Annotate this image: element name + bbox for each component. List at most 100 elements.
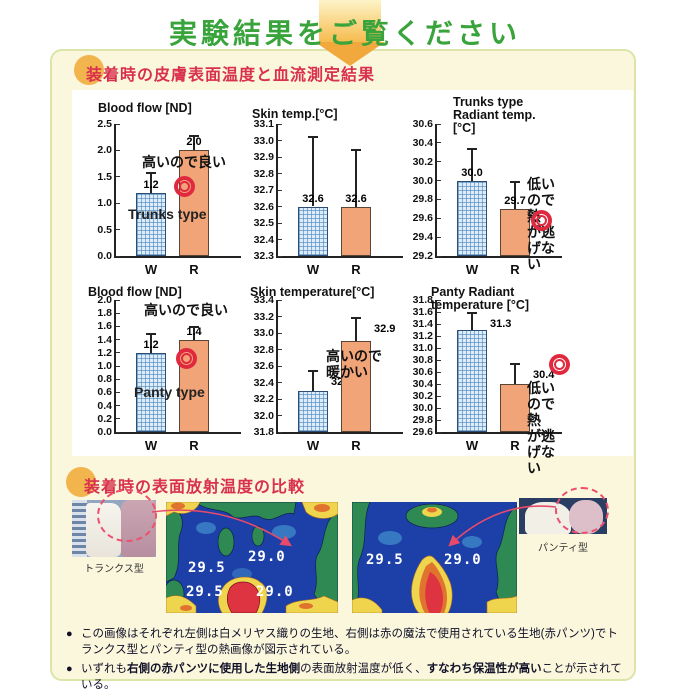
x-category-label: W — [144, 438, 158, 453]
y-tick-label: 32.2 — [253, 393, 274, 405]
chart-plot-area: 1.2 W 1.4 R 高いので良い Panty type — [114, 299, 241, 453]
down-arrow-band — [319, 0, 381, 42]
y-tick-mark — [116, 418, 120, 420]
y-tick-label: 29.2 — [412, 250, 433, 262]
y-axis-line — [276, 300, 278, 434]
note-text-bold: 右側の赤パンツに使用した生地側 — [127, 663, 301, 675]
x-axis-line — [435, 256, 562, 258]
bar-r — [500, 384, 530, 432]
y-tick-label: 32.3 — [253, 250, 274, 262]
x-category-label: R — [189, 262, 199, 277]
y-tick-mark — [116, 255, 120, 257]
bar-w — [136, 192, 166, 256]
bar-value-label: 29.7 — [504, 194, 526, 207]
y-tick-mark — [437, 395, 441, 397]
chart-skin-temp-trunks: Skin temp.[°C] 32.6 W 32.6 R 33.1 33.0 32.9 32.8… — [250, 96, 403, 278]
y-tick-label: 1.5 — [97, 170, 112, 183]
bar-value-label: 2.0 — [186, 136, 202, 149]
chart-title: Panty Radiant temperature [°C] — [431, 285, 530, 312]
bar-r — [341, 206, 371, 256]
error-bar-cap — [146, 333, 156, 335]
y-tick-label: 1.0 — [97, 360, 112, 372]
y-tick-mark — [116, 202, 120, 204]
y-tick-mark — [278, 222, 282, 224]
highlight-circle-panty — [555, 487, 609, 534]
bar-w — [298, 206, 328, 256]
double-circle-icon — [531, 210, 552, 231]
y-tick-mark — [278, 189, 282, 191]
bullet-icon: ● — [66, 663, 73, 675]
y-tick-mark — [437, 407, 441, 409]
y-tick-mark — [278, 398, 282, 400]
error-bar — [193, 134, 195, 151]
y-tick-mark — [437, 311, 441, 313]
y-tick-mark — [116, 325, 120, 327]
thermal-reading: 29.0 — [256, 584, 294, 600]
y-tick-mark — [278, 332, 282, 334]
note-text: いずれも — [81, 663, 127, 675]
panty-photo-label: パンティ型 — [538, 543, 588, 554]
y-tick-label: 33.2 — [253, 310, 274, 323]
y-tick-label: 29.8 — [412, 193, 433, 206]
y-tick-label: 31.4 — [412, 318, 433, 330]
chart-plot-area: 31.3 W 30.4 R 低いので熱 が逃げない — [435, 299, 570, 476]
chart-radiant-temp-panty: Panty Radiant temperature [°C] 31.3 W 30.4 R… — [409, 272, 570, 476]
y-tick-mark — [278, 255, 282, 257]
y-tick-mark — [437, 347, 441, 349]
x-category-label: W — [465, 262, 479, 277]
y-tick-label: 2.0 — [97, 294, 112, 306]
x-category-label: R — [351, 438, 361, 453]
error-bar-cap — [189, 326, 199, 329]
bar-value-label: 32.6 — [345, 192, 367, 205]
y-tick-label: 30.6 — [412, 118, 433, 130]
y-tick-label: 0.5 — [97, 223, 112, 236]
annotation-text: 高いので 暖かい — [326, 348, 382, 380]
y-tick-mark — [116, 352, 120, 354]
error-bar — [471, 147, 473, 181]
annotation-text: Panty type — [134, 384, 205, 400]
annotation-text: 低いので熱 が逃げない — [527, 380, 555, 476]
y-tick-label: 31.8 — [253, 426, 274, 438]
error-bar — [193, 326, 195, 340]
y-tick-label: 31.0 — [412, 342, 433, 354]
y-tick-mark — [278, 415, 282, 416]
y-tick-mark — [116, 312, 120, 314]
y-tick-label: 0.8 — [97, 373, 112, 386]
chart-plot-area: 1.2 W 2.0 R 高いので良い Trunks type — [114, 123, 241, 277]
error-bar — [150, 171, 152, 193]
bar-w — [298, 390, 328, 432]
x-category-label: W — [306, 262, 320, 277]
y-tick-label: 29.6 — [412, 426, 433, 438]
section2-badge-icon — [66, 467, 96, 497]
y-tick-mark — [437, 180, 441, 182]
bar-value-label: 32.6 — [302, 192, 324, 205]
annotation-text: 高いので良い — [144, 302, 228, 318]
y-tick-mark — [278, 299, 282, 301]
y-tick-mark — [278, 365, 282, 367]
bar-value-label: 31.3 — [490, 318, 512, 330]
y-tick-mark — [278, 140, 282, 141]
y-tick-label: 31.6 — [412, 306, 433, 318]
error-bar-cap — [510, 363, 520, 365]
y-tick-label: 0.4 — [97, 399, 112, 412]
y-tick-label: 30.2 — [412, 390, 433, 402]
y-tick-label: 31.8 — [412, 294, 433, 306]
y-tick-mark — [437, 383, 441, 385]
bar-w — [136, 352, 166, 432]
y-tick-mark — [437, 161, 441, 163]
double-circle-icon — [174, 176, 195, 197]
chart-title: Blood flow [ND] — [88, 285, 182, 299]
y-tick-mark — [116, 176, 120, 178]
down-arrow-icon — [315, 42, 385, 66]
y-tick-mark — [278, 316, 282, 317]
note-item: ● この画像はそれぞれ左側は白メリヤス織りの生地、右側は赤の魔法で使用されている生… — [66, 626, 628, 658]
y-tick-label: 33.4 — [253, 294, 274, 306]
y-tick-mark — [437, 255, 441, 257]
y-tick-label: 30.2 — [412, 155, 433, 168]
y-tick-label: 32.4 — [253, 233, 274, 246]
y-tick-mark — [278, 123, 282, 125]
section1-heading: 装着時の皮膚表面温度と血流測定結果 — [86, 67, 376, 84]
y-tick-label: 32.0 — [253, 409, 274, 422]
y-tick-mark — [116, 378, 120, 380]
y-tick-label: 32.4 — [253, 376, 274, 389]
